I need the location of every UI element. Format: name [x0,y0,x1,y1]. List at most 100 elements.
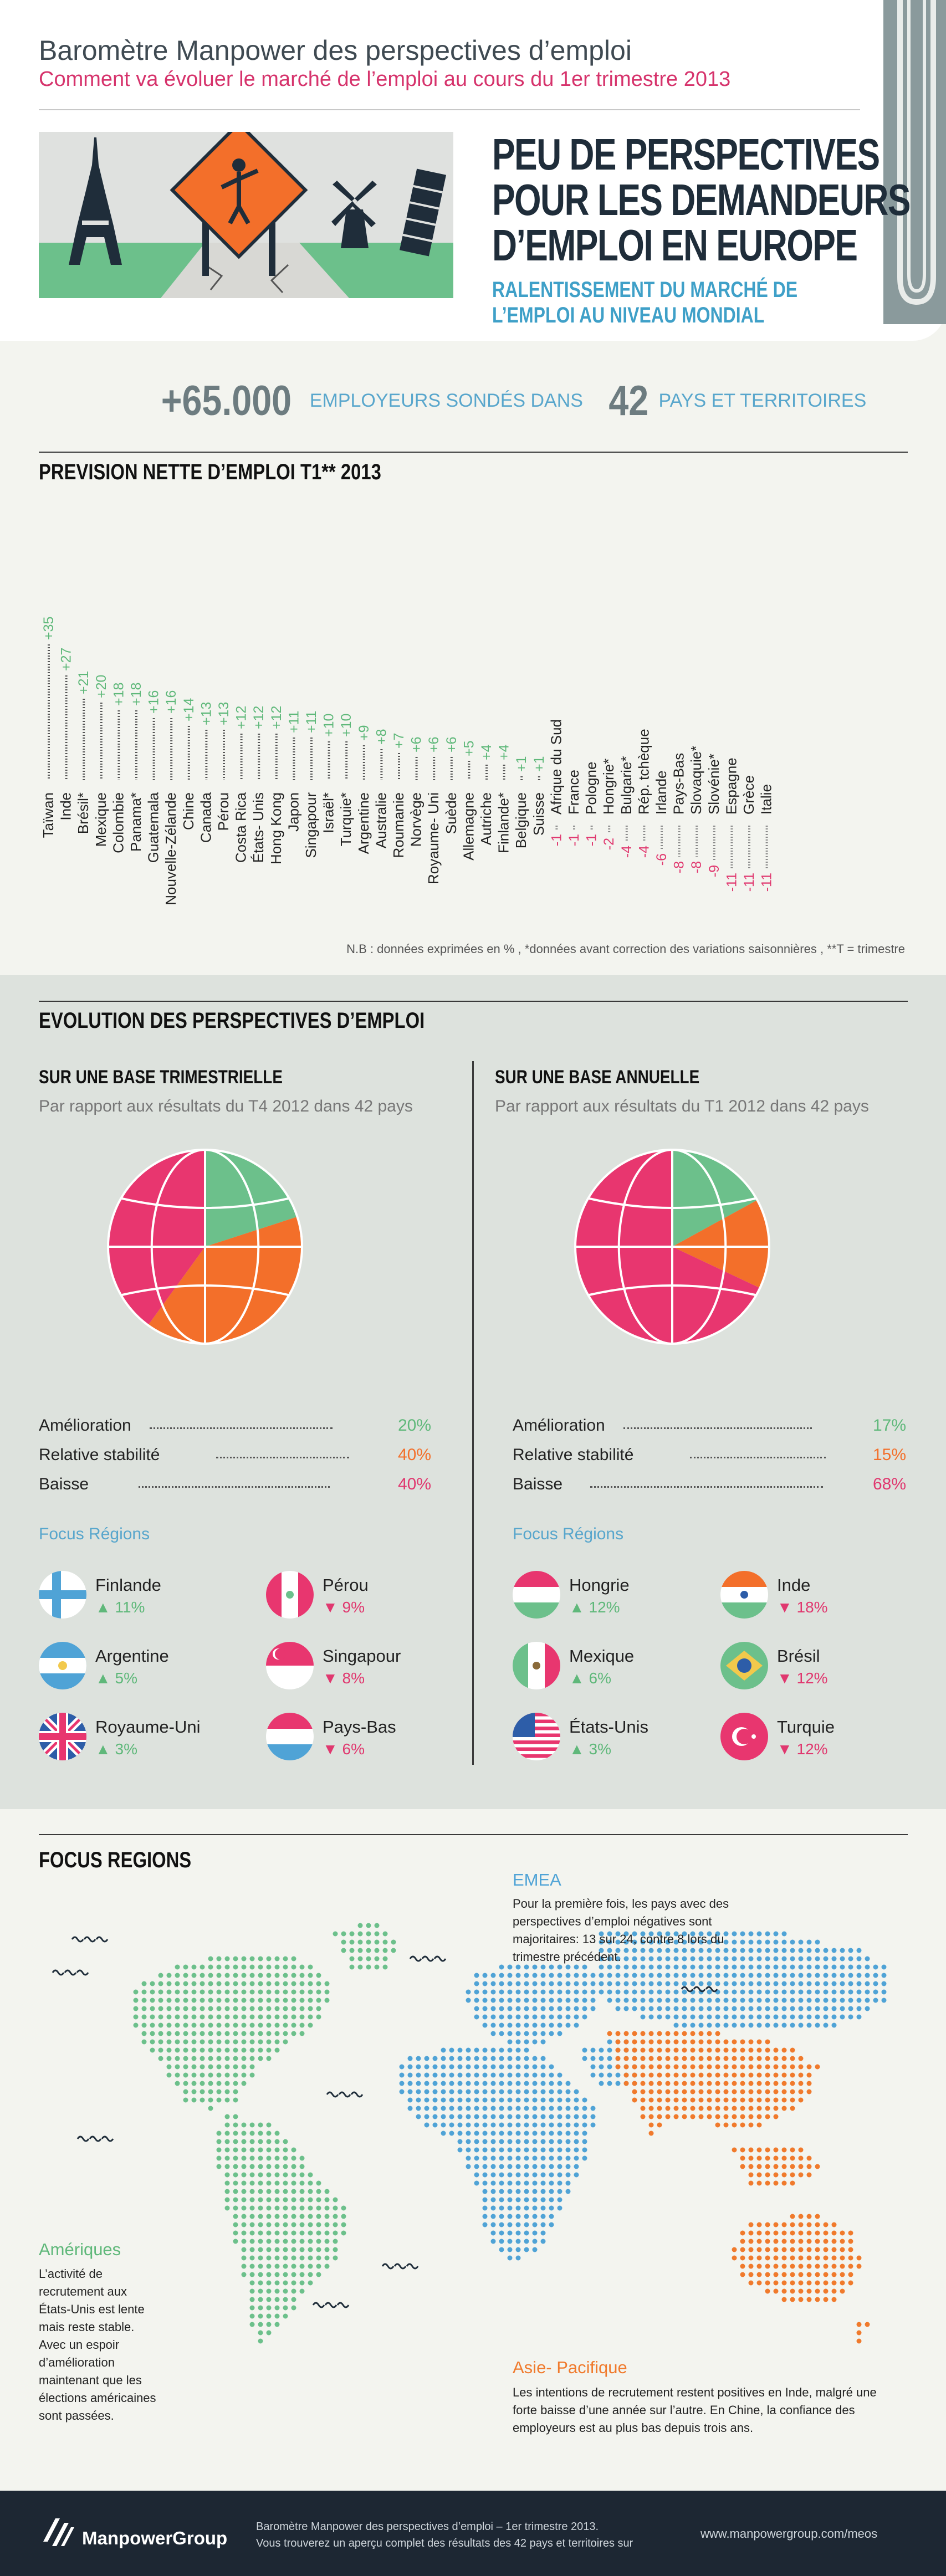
forecast-category-label: Australie [372,792,389,848]
focus-country-change: ▼ 18% [777,1599,828,1616]
forecast-value-label: -9 [707,865,722,877]
focus-country-change: ▼ 6% [323,1740,365,1758]
quarterly-focus-title: Focus Régions [39,1525,150,1543]
focus-country-change: ▼ 8% [323,1669,365,1687]
forecast-category-label: Royaume- Uni [425,792,442,884]
forecast-note: N.B : données exprimées en % , *données … [346,942,905,956]
manpowergroup-logo-icon [39,2513,78,2554]
subheadline-line-1: RALENTISSEMENT DU MARCHÉ DE [492,278,798,302]
forecast-value-label: +12 [251,706,267,729]
forecast-chart: +35 Taïwan +27 Inde +21 Brésil* +20 Mexique +18 C… [40,617,775,905]
road-sign-icon [170,132,308,276]
forecast-category-label: Pays-Bas [671,753,687,815]
subheadline-line-2: L’EMPLOI AU NIVEAU MONDIAL [492,303,765,327]
quarterly-decline-pct: 40% [398,1475,432,1493]
legend-label: Amélioration [513,1416,605,1435]
forecast-value-label: -6 [654,853,669,866]
forecast-value-label: +16 [146,690,162,714]
map-region-dots [582,2039,646,2086]
globe-lines [574,1149,770,1345]
forecast-category-label: Espagne [723,757,739,815]
quarterly-legend-improve: Amélioration [39,1416,131,1435]
focus-country-name: Brésil [777,1646,820,1666]
subheadline: RALENTISSEMENT DU MARCHÉ DE L’EMPLOI AU … [492,277,797,328]
americas-text: L’activité de recrutement aux États-Unis… [39,2267,156,2423]
forecast-value-label: -8 [689,861,704,873]
dotted-leader [139,1486,330,1488]
dotted-leader [216,1457,349,1458]
forecast-value-label: +11 [304,710,319,733]
quarterly-legend-decline: Baisse [39,1475,89,1494]
footer-url-link[interactable]: www.manpowergroup.com/meos [700,2527,878,2541]
focus-country-name: Royaume-Uni [95,1717,201,1737]
annual-stable-pct: 15% [873,1446,907,1464]
forecast-value-label: +6 [426,736,442,752]
forecast-category-label: Taïwan [40,792,57,838]
forecast-value-label: -8 [672,861,687,873]
focus-country-change: ▲ 11% [95,1599,145,1616]
annual-legend-decline: Baisse [513,1475,563,1494]
map-region-dots [133,1956,330,2111]
focus-country-change: ▲ 3% [569,1740,611,1758]
forecast-value-label: +1 [514,756,529,772]
headline-line-3: D’EMPLOI EN EUROPE [492,221,858,270]
forecast-value-label: +7 [391,733,407,749]
forecast-category-label: Irlande [653,771,669,815]
forecast-value-label: -11 [742,873,757,892]
forecast-value-label: +18 [129,683,144,706]
forecast-category-label: Argentine [355,792,372,854]
annual-title: SUR UNE BASE ANNUELLE [495,1067,700,1088]
regions-divider [39,1834,908,1835]
eiffel-tower-icon [69,137,122,265]
forecast-value-label: -11 [724,873,739,892]
forecast-category-label: Rép. tchèque [635,729,652,815]
map-region-dots [466,1964,604,2045]
forecast-category-label: Costa Rica [233,792,249,863]
legend-label: Baisse [513,1475,563,1493]
quarterly-improve-pct: 20% [398,1416,432,1435]
focus-country-change: ▲ 3% [95,1740,137,1758]
forecast-value-label: +5 [461,740,477,756]
leaning-tower-icon [399,168,446,257]
globe-lines [107,1149,303,1345]
map-region-dots [599,1931,887,2028]
windmill-icon [331,181,377,248]
forecast-value-label: +6 [409,736,425,752]
forecast-value-label: +18 [111,683,126,706]
forecast-category-label: Colombie [110,792,126,853]
evolution-title: EVOLUTION DES PERSPECTIVES D’EMPLOI [39,1008,425,1033]
forecast-value-label: +27 [59,648,74,671]
forecast-category-label: Grèce [740,775,757,815]
apac-title: Asie- Pacifique [513,2358,627,2377]
forecast-value-label: +16 [163,690,179,714]
headline-line-1: PEU DE PERSPECTIVES [492,130,880,179]
forecast-title: PREVISION NETTE D’EMPLOI T1** 2013 [39,460,381,484]
footer [0,2491,946,2576]
legend-label: Relative stabilité [513,1446,634,1464]
countries-count: 42 [608,377,649,424]
map-region-dots [216,2114,346,2344]
evolution-divider [39,1001,908,1002]
footer-line-2: Vous trouverez un aperçu complet des rés… [256,2537,633,2549]
peru-flag-icon [266,1571,314,1619]
pie-slice [672,1200,769,1288]
map-region-dots [732,2147,820,2186]
forecast-value-label: -2 [601,838,617,850]
forecast-category-label: Inde [58,792,74,821]
focus-country-change: ▼ 12% [777,1669,828,1687]
footer-brand: ManpowerGroup [82,2528,228,2548]
netherlands-flag-icon [266,1713,314,1760]
forecast-value-label: +13 [198,702,214,725]
forecast-category-label: Turquie* [338,792,354,846]
india-flag-icon [720,1571,768,1619]
column-divider [472,1061,474,1765]
map-region-dots [732,2214,862,2302]
annual-focus-title: Focus Régions [513,1525,624,1543]
usa-flag-icon [513,1713,560,1760]
focus-country-name: États-Unis [569,1717,648,1737]
forecast-category-label: Autriche [478,792,494,845]
focus-country-name: Pérou [323,1575,369,1595]
countries-label: PAYS ET TERRITOIRES [658,390,867,411]
focus-country-change: ▼ 12% [777,1740,828,1758]
dotted-leader [590,1486,823,1488]
